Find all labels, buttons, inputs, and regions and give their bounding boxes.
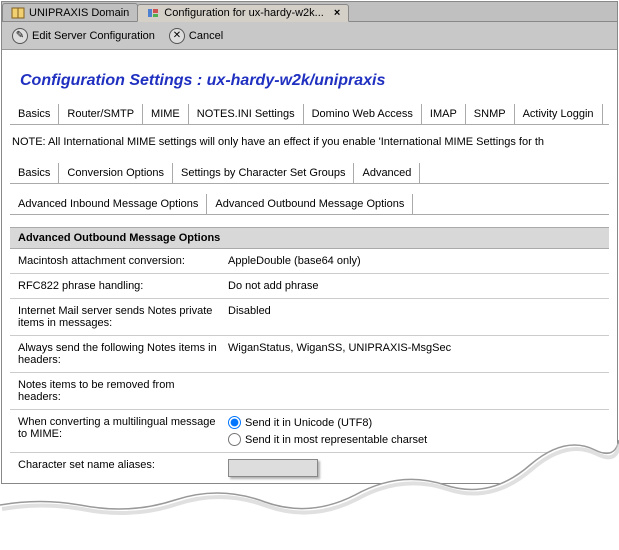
tab-config[interactable]: Configuration for ux-hardy-w2k... × [137, 4, 349, 22]
charset-label: Character set name aliases: [18, 459, 228, 471]
multilingual-options: Send it in Unicode (UTF8) Send it in most… [228, 416, 601, 446]
toolbar: ✎ Edit Server Configuration ✕ Cancel [2, 22, 617, 50]
settings-label: Notes items to be removed from headers: [18, 379, 228, 403]
main-tab-domino-web-access[interactable]: Domino Web Access [304, 104, 422, 124]
sub-tab2-advanced-inbound-message-options[interactable]: Advanced Inbound Message Options [10, 194, 207, 214]
settings-value: Disabled [228, 305, 601, 317]
settings-row: Macintosh attachment conversion:AppleDou… [10, 249, 609, 274]
sub-tab-conversion-options[interactable]: Conversion Options [59, 163, 173, 183]
main-tab-row: BasicsRouter/SMTPMIMENOTES.INI SettingsD… [10, 104, 609, 125]
settings-row: Notes items to be removed from headers: [10, 373, 609, 410]
pencil-icon: ✎ [12, 28, 28, 44]
multilingual-option[interactable]: Send it in most representable charset [228, 433, 601, 446]
multilingual-option[interactable]: Send it in Unicode (UTF8) [228, 416, 601, 429]
close-icon[interactable]: × [334, 7, 340, 19]
config-icon [146, 7, 160, 19]
settings-label: Always send the following Notes items in… [18, 342, 228, 366]
radio-label: Send it in Unicode (UTF8) [245, 417, 372, 429]
radio-input[interactable] [228, 433, 241, 446]
window-tab-bar: UNIPRAXIS Domain Configuration for ux-ha… [2, 2, 617, 22]
mime-note: NOTE: All International MIME settings wi… [10, 133, 609, 163]
radio-label: Send it in most representable charset [245, 434, 427, 446]
content-area: Configuration Settings : ux-hardy-w2k/un… [2, 50, 617, 483]
page-title-prefix: Configuration Settings : [20, 72, 207, 89]
settings-row: Always send the following Notes items in… [10, 336, 609, 373]
settings-label: RFC822 phrase handling: [18, 280, 228, 292]
main-tab-imap[interactable]: IMAP [422, 104, 466, 124]
tab-config-label: Configuration for ux-hardy-w2k... [164, 7, 324, 19]
settings-row: RFC822 phrase handling:Do not add phrase [10, 274, 609, 299]
cancel-label: Cancel [189, 30, 223, 42]
edit-config-button[interactable]: ✎ Edit Server Configuration [12, 28, 155, 44]
settings-label: Macintosh attachment conversion: [18, 255, 228, 267]
tab-domain-label: UNIPRAXIS Domain [29, 7, 129, 19]
page-title-server: ux-hardy-w2k/unipraxis [207, 72, 386, 89]
main-tab-mime[interactable]: MIME [143, 104, 189, 124]
charset-field[interactable] [228, 459, 318, 477]
charset-value [228, 459, 601, 477]
radio-input[interactable] [228, 416, 241, 429]
main-tab-notes-ini-settings[interactable]: NOTES.INI Settings [189, 104, 304, 124]
page-title: Configuration Settings : ux-hardy-w2k/un… [10, 60, 609, 104]
cancel-button[interactable]: ✕ Cancel [169, 28, 223, 44]
main-tab-basics[interactable]: Basics [10, 104, 59, 124]
sub-tab-settings-by-character-set-groups[interactable]: Settings by Character Set Groups [173, 163, 354, 183]
tab-domain[interactable]: UNIPRAXIS Domain [2, 3, 138, 21]
sub-tab-row-1: BasicsConversion OptionsSettings by Char… [10, 163, 609, 184]
config-window: UNIPRAXIS Domain Configuration for ux-ha… [1, 1, 618, 484]
settings-value: Do not add phrase [228, 280, 601, 292]
sub-tab-advanced[interactable]: Advanced [354, 163, 420, 183]
main-tab-snmp[interactable]: SNMP [466, 104, 515, 124]
cancel-icon: ✕ [169, 28, 185, 44]
sub-tab-row-2: Advanced Inbound Message OptionsAdvanced… [10, 194, 609, 215]
settings-value: AppleDouble (base64 only) [228, 255, 601, 267]
edit-config-label: Edit Server Configuration [32, 30, 155, 42]
charset-row: Character set name aliases: [10, 453, 609, 483]
settings-table: Macintosh attachment conversion:AppleDou… [10, 249, 609, 410]
multilingual-row: When converting a multilingual message t… [10, 410, 609, 453]
main-tab-router-smtp[interactable]: Router/SMTP [59, 104, 143, 124]
settings-value: WiganStatus, WiganSS, UNIPRAXIS-MsgSec [228, 342, 601, 354]
section-header: Advanced Outbound Message Options [10, 227, 609, 249]
sub-tab-basics[interactable]: Basics [10, 163, 59, 183]
sub-tab2-advanced-outbound-message-options[interactable]: Advanced Outbound Message Options [207, 194, 413, 214]
main-tab-activity-loggin[interactable]: Activity Loggin [515, 104, 603, 124]
settings-row: Internet Mail server sends Notes private… [10, 299, 609, 336]
book-icon [11, 7, 25, 19]
multilingual-label: When converting a multilingual message t… [18, 416, 228, 440]
settings-label: Internet Mail server sends Notes private… [18, 305, 228, 329]
